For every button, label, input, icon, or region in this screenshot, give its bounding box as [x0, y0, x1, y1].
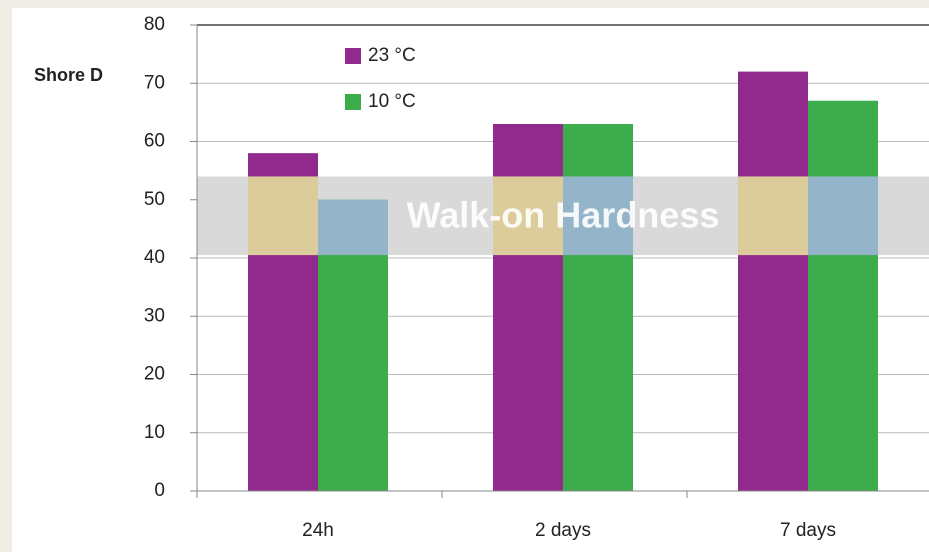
y-tick-label: 0 — [154, 480, 165, 501]
bar-band-overlap — [738, 176, 808, 256]
y-tick-label: 50 — [144, 189, 165, 210]
y-axis-label: Shore D — [34, 65, 103, 85]
y-tick-label: 40 — [144, 247, 165, 268]
bar-band-overlap — [248, 176, 318, 256]
bar-band-overlap — [493, 176, 563, 256]
legend-label: 10 °C — [368, 91, 416, 112]
legend-swatch — [345, 94, 361, 110]
x-tick-label: 2 days — [535, 520, 591, 541]
y-tick-label: 70 — [144, 72, 165, 93]
y-tick-label: 60 — [144, 131, 165, 152]
bar-band-overlap — [808, 176, 878, 256]
y-tick-label: 10 — [144, 422, 165, 443]
legend-swatch — [345, 48, 361, 64]
y-tick-label: 80 — [144, 14, 165, 35]
band-label: Walk-on Hardness — [407, 194, 720, 235]
legend-label: 23 °C — [368, 45, 416, 66]
bar — [808, 100, 878, 491]
x-tick-label: 24h — [302, 520, 334, 541]
bar-band-overlap — [318, 199, 388, 256]
bar — [738, 71, 808, 491]
bar-band-overlap — [563, 176, 633, 256]
y-tick-label: 30 — [144, 305, 165, 326]
x-tick-label: 7 days — [780, 520, 836, 541]
y-tick-label: 20 — [144, 364, 165, 385]
